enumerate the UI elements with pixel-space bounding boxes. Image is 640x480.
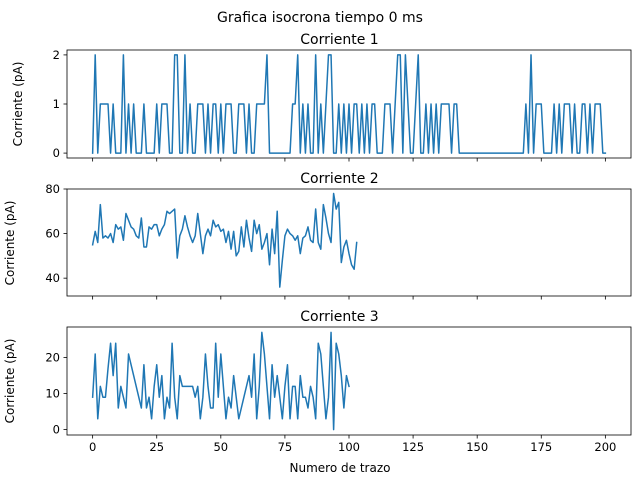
- x-tick-label: 175: [530, 440, 552, 454]
- series-line-1: [91, 331, 350, 431]
- plot-area: 40 60 80: [45, 182, 632, 300]
- y-axis-label: Corriente (pA): [3, 201, 17, 286]
- chart-panel-corriente-3: Corriente 3 Corriente (pA) Numero de tra…: [3, 309, 632, 475]
- plot-area: 0 1 2: [53, 48, 632, 162]
- y-tick-label: 20: [45, 351, 60, 365]
- x-tick-label: 75: [278, 440, 293, 454]
- y-axis-label: Corriente (pA): [11, 62, 25, 147]
- x-tick-label: 25: [149, 440, 164, 454]
- y-tick-label: 2: [53, 48, 60, 62]
- y-tick-label: 10: [45, 387, 60, 401]
- chart-title: Corriente 2: [300, 171, 378, 187]
- y-tick-label: 60: [45, 227, 60, 241]
- y-tick-label: 80: [45, 182, 60, 196]
- y-tick-label: 0: [53, 146, 60, 160]
- chart-title: Corriente 1: [300, 32, 378, 48]
- series-line-1: [91, 54, 607, 154]
- chart-title: Corriente 3: [300, 309, 378, 325]
- chart-panel-corriente-2: Corriente 2 Corriente (pA) 40 60 80: [3, 171, 632, 300]
- plot-area: 0 25 50 75 100 125 150 175 200 0 10 20: [45, 326, 632, 454]
- x-tick-label: 150: [466, 440, 488, 454]
- x-tick-label: 50: [213, 440, 228, 454]
- x-tick-label: 200: [594, 440, 616, 454]
- series-line-1: [91, 192, 358, 288]
- y-axis-label: Corriente (pA): [3, 339, 17, 424]
- axes-frame: [66, 188, 632, 297]
- y-tick-label: 40: [45, 271, 60, 285]
- y-tick-label: 0: [53, 423, 60, 437]
- x-tick-label: 100: [338, 440, 360, 454]
- x-tick-label: 0: [89, 440, 96, 454]
- x-axis-label: Numero de trazo: [290, 461, 391, 475]
- x-tick-label: 125: [402, 440, 424, 454]
- y-tick-label: 1: [53, 97, 60, 111]
- chart-panel-corriente-1: Corriente 1 Corriente (pA) 0 1 2: [11, 32, 632, 162]
- figure-suptitle: Grafica isocrona tiempo 0 ms: [217, 10, 423, 26]
